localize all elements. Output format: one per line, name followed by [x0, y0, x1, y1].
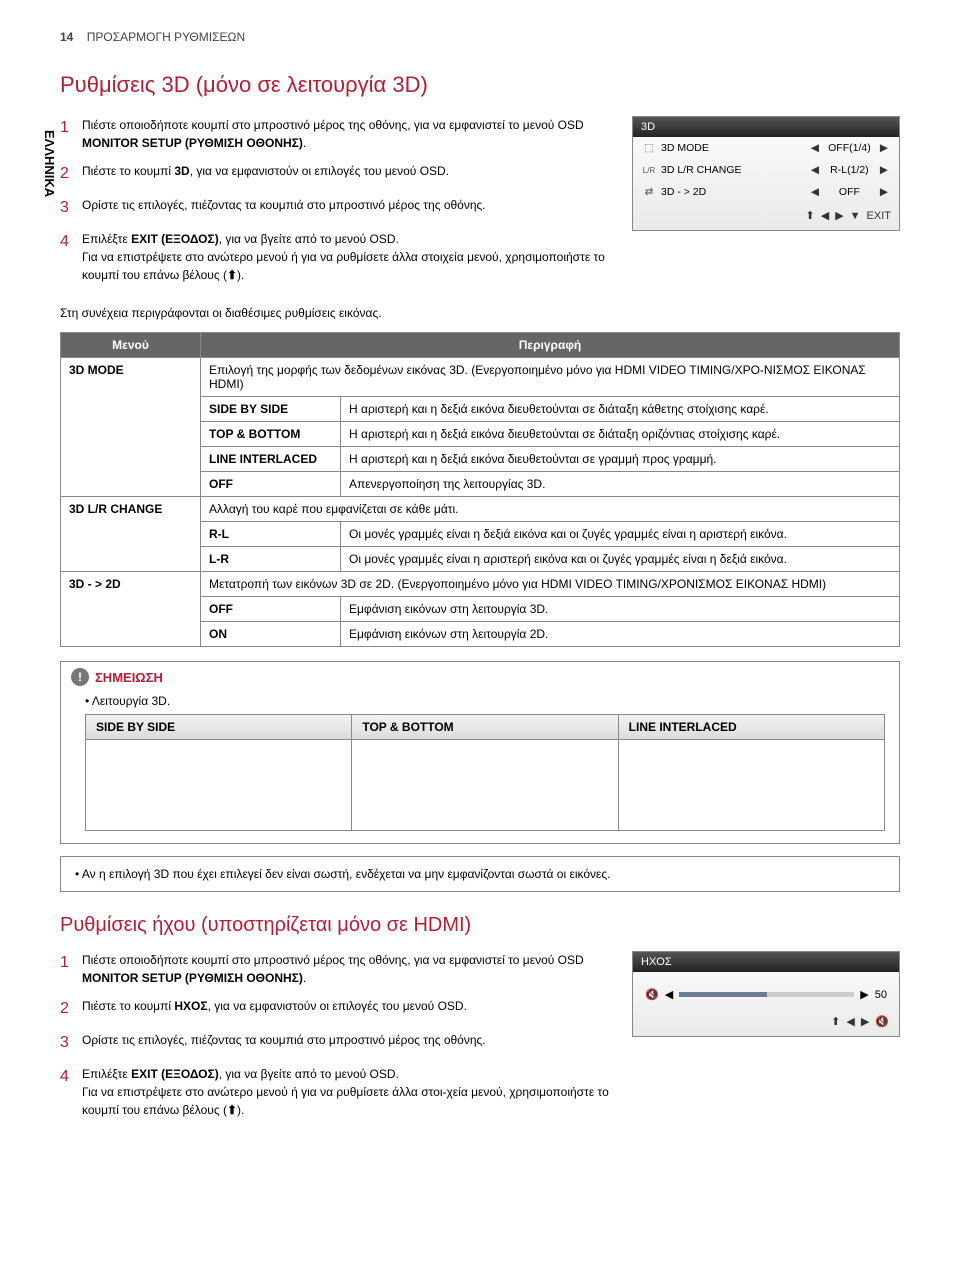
col-desc: Περιγραφή: [201, 333, 900, 358]
osd-row-lrchange[interactable]: L/R 3D L/R CHANGE ◀ R-L(1/2) ▶: [633, 159, 899, 181]
steps-3d-list: 1 Πιέστε οποιοδήποτε κουμπί στο μπροστιν…: [60, 116, 612, 284]
modes-preview-row: [85, 740, 885, 831]
left-arrow-icon[interactable]: ◀: [665, 988, 673, 1001]
modes-header-row: SIDE BY SIDE TOP & BOTTOM LINE INTERLACE…: [85, 714, 885, 740]
right-arrow-icon[interactable]: ▶: [877, 186, 891, 198]
mute-icon[interactable]: 🔇: [875, 1015, 889, 1028]
osd-3d-title: 3D: [633, 117, 899, 137]
osd-sound-panel: ΗΧΟΣ 🔇 ◀ ▶ 50 ⬆ ◀ ▶ 🔇: [632, 951, 900, 1037]
preview-side-by-side: [86, 740, 352, 830]
note-title: ΣΗΜΕΙΩΣΗ: [95, 670, 163, 685]
preview-line-interlaced: [619, 740, 884, 830]
section-title: ΠΡΟΣΑΡΜΟΓΗ ΡΥΘΜΙΣΕΩΝ: [87, 30, 245, 44]
cell-lrchange: 3D L/R CHANGE: [61, 497, 201, 572]
cell-3dmode: 3D MODE: [61, 358, 201, 497]
preview-top-bottom: [352, 740, 618, 830]
left-arrow-icon[interactable]: ◀: [808, 164, 822, 176]
return-icon[interactable]: ⬆: [806, 209, 815, 222]
down-arrow-icon[interactable]: ▼: [850, 210, 861, 222]
note-box: ! ΣΗΜΕΙΩΣΗ • Λειτουργία 3D. SIDE BY SIDE…: [60, 661, 900, 844]
settings-table: Μενού Περιγραφή 3D MODE Επιλογή της μορφ…: [60, 332, 900, 647]
up-arrow-icon: ⬆: [227, 1103, 237, 1117]
left-arrow-icon[interactable]: ◀: [821, 209, 829, 222]
heading-3d: Ρυθμίσεις 3D (μόνο σε λειτουργία 3D): [60, 72, 900, 98]
up-arrow-icon: ⬆: [227, 268, 237, 282]
page-header: 14 ΠΡΟΣΑΡΜΟΓΗ ΡΥΘΜΙΣΕΩΝ: [60, 30, 900, 44]
osd-footer: ⬆ ◀ ▶ ▼ EXIT: [633, 203, 899, 230]
swap-icon: ⇄: [641, 186, 657, 198]
volume-value: 50: [875, 989, 887, 1001]
right-arrow-icon[interactable]: ▶: [877, 142, 891, 154]
heading-sound: Ρυθμίσεις ήχου (υποστηρίζεται μόνο σε HD…: [60, 914, 900, 937]
right-arrow-icon[interactable]: ▶: [860, 988, 868, 1001]
language-tab: ΕΛΛΗΝΙΚΑ: [42, 130, 57, 197]
left-arrow-icon[interactable]: ◀: [808, 186, 822, 198]
intro-text: Στη συνέχεια περιγράφονται οι διαθέσιμες…: [60, 304, 900, 322]
cell-3d2d: 3D - > 2D: [61, 572, 201, 647]
lr-icon: L/R: [641, 166, 657, 175]
volume-bar[interactable]: 🔇 ◀ ▶ 50: [633, 972, 899, 1011]
right-arrow-icon[interactable]: ▶: [877, 164, 891, 176]
mute-icon[interactable]: 🔇: [645, 988, 659, 1001]
volume-track[interactable]: [679, 992, 854, 997]
osd-sound-footer: ⬆ ◀ ▶ 🔇: [633, 1011, 899, 1036]
exit-label[interactable]: EXIT: [867, 210, 891, 222]
osd-sound-title: ΗΧΟΣ: [633, 952, 899, 972]
osd-row-3dmode[interactable]: ⬚ 3D MODE ◀ OFF(1/4) ▶: [633, 137, 899, 159]
steps-sound-list: 1 Πιέστε οποιοδήποτε κουμπί στο μπροστιν…: [60, 951, 612, 1119]
page-number: 14: [60, 30, 73, 44]
return-icon[interactable]: ⬆: [831, 1015, 840, 1028]
cube-icon: ⬚: [641, 142, 657, 154]
right-arrow-icon[interactable]: ▶: [835, 209, 843, 222]
osd-3d-panel: 3D ⬚ 3D MODE ◀ OFF(1/4) ▶ L/R 3D L/R CHA…: [632, 116, 900, 231]
left-arrow-icon[interactable]: ◀: [846, 1015, 854, 1028]
left-arrow-icon[interactable]: ◀: [808, 142, 822, 154]
note-icon: !: [71, 668, 89, 686]
osd-row-3d2d[interactable]: ⇄ 3D - > 2D ◀ OFF ▶: [633, 181, 899, 203]
note-box-2: Αν η επιλογή 3D που έχει επιλεγεί δεν εί…: [60, 856, 900, 892]
col-menu: Μενού: [61, 333, 201, 358]
right-arrow-icon[interactable]: ▶: [861, 1015, 869, 1028]
